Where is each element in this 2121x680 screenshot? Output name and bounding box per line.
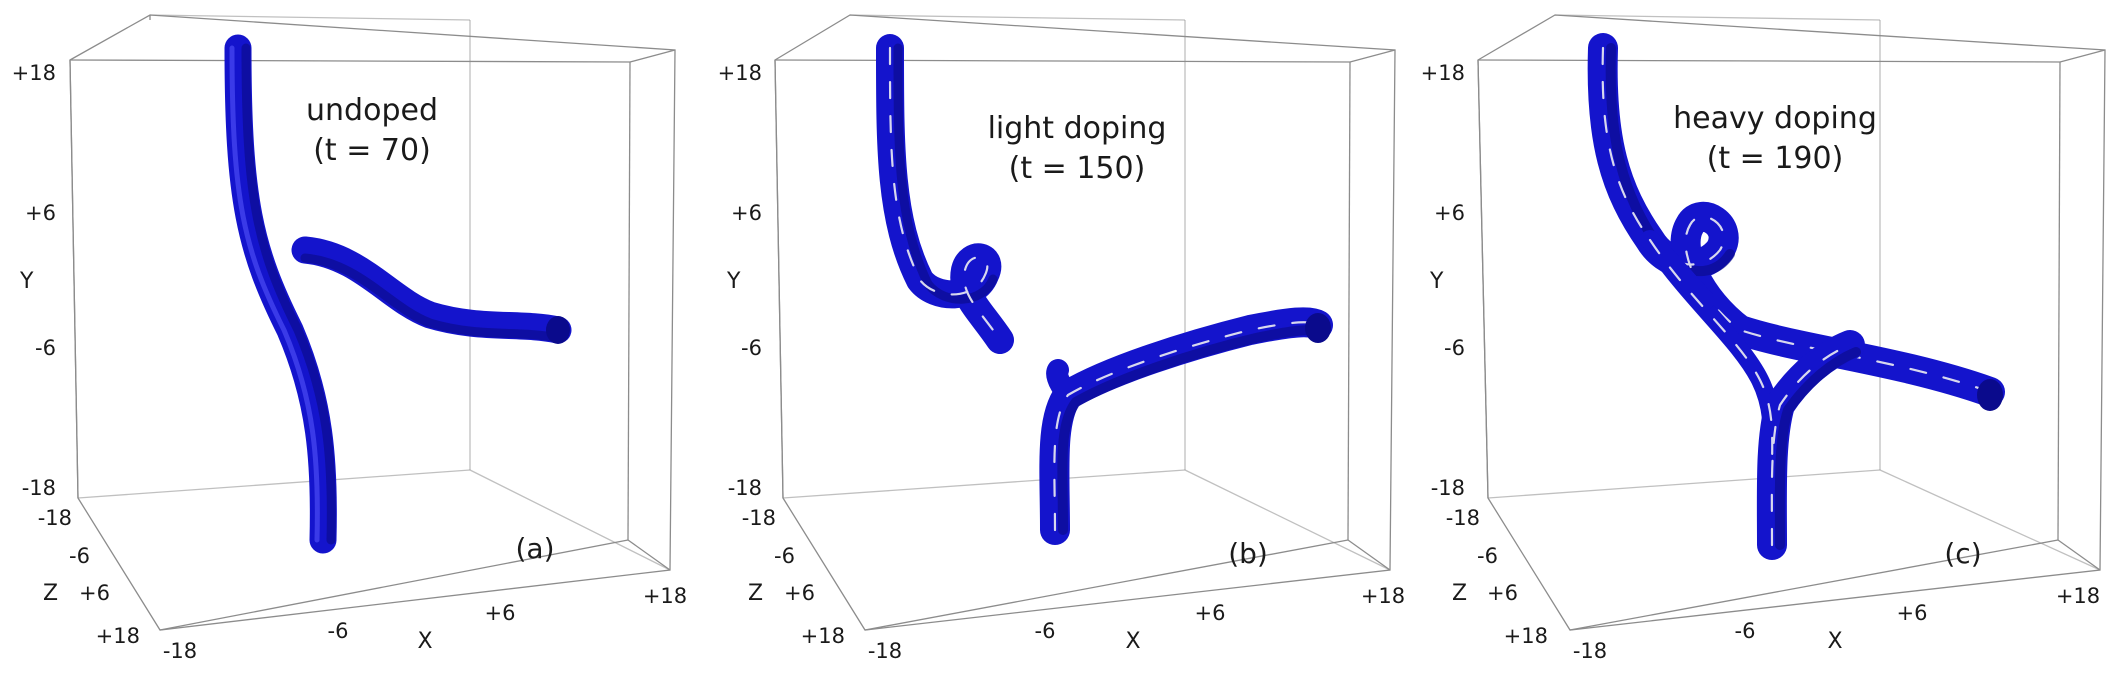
panel-c-z-axis-name: Z: [1452, 581, 1467, 606]
panel-c-y-tick-1: +6: [1434, 201, 1465, 225]
panel-a-z-axis-name: Z: [43, 581, 58, 606]
panel-b-y-axis-name: Y: [726, 269, 741, 294]
panel-c-tube: [1587, 33, 2005, 560]
panel-b-tube: [876, 34, 1333, 545]
panel-a-x-tick-1: -6: [328, 619, 349, 643]
panel-b: light doping (t = 150) (b) +18 +6 -6 -18…: [718, 14, 1405, 663]
panel-a-tag: (a): [515, 532, 554, 565]
panel-b-title-line1: light doping: [988, 111, 1167, 146]
panel-b-x-tick-2: +6: [1195, 601, 1226, 625]
panel-c-x-tick-3: +18: [2056, 584, 2100, 608]
panel-a-y-tick-1: +6: [25, 201, 56, 225]
panel-a-z-tick-3: +18: [96, 624, 140, 648]
panel-c-z-tick-2: +6: [1487, 581, 1518, 605]
panel-c-y-axis-name: Y: [1429, 269, 1444, 294]
panel-b-tag: (b): [1228, 537, 1268, 570]
panel-b-tube-end: [1305, 313, 1331, 343]
panel-b-box: [774, 14, 1396, 631]
panel-b-x-axis-name: X: [1125, 629, 1140, 654]
panel-c-y-tick-3: -18: [1431, 476, 1465, 500]
panel-a-box: [69, 14, 676, 631]
panel-c-y-tick-0: +18: [1421, 61, 1465, 85]
panel-c-title-line2: (t = 190): [1707, 141, 1844, 176]
panel-b-y-tick-2: -6: [741, 336, 762, 360]
panel-c-z-tick-3: +18: [1504, 624, 1548, 648]
panel-a-x-axis-name: X: [417, 629, 432, 654]
panel-c-title-line1: heavy doping: [1673, 101, 1877, 136]
panel-b-y-tick-0: +18: [718, 61, 762, 85]
panel-a-z-tick-0: -18: [38, 506, 72, 530]
panel-a-tube: [224, 34, 572, 554]
panel-b-x-tick-1: -6: [1035, 619, 1056, 643]
panel-b-x-tick-3: +18: [1361, 584, 1405, 608]
panel-a-y-tick-0: +18: [12, 61, 56, 85]
panel-a-title-line2: (t = 70): [313, 133, 431, 168]
panel-c-box: [1477, 14, 2106, 631]
panel-a-y-tick-3: -18: [22, 476, 56, 500]
panel-c-x-tick-0: -18: [1573, 639, 1607, 663]
panel-b-x-tick-0: -18: [868, 639, 902, 663]
panel-c: heavy doping (t = 190) (c) +18 +6 -6 -18…: [1421, 14, 2106, 663]
panel-b-title-line2: (t = 150): [1009, 151, 1146, 186]
panel-a-z-tick-2: +6: [79, 581, 110, 605]
panel-c-z-tick-0: -18: [1446, 506, 1480, 530]
panel-b-z-tick-3: +18: [801, 624, 845, 648]
panel-b-z-tick-0: -18: [742, 506, 776, 530]
panel-c-z-tick-1: -6: [1477, 544, 1498, 568]
panel-b-z-axis-name: Z: [748, 581, 763, 606]
panel-b-y-tick-3: -18: [728, 476, 762, 500]
panel-a-x-tick-3: +18: [643, 584, 687, 608]
panel-c-y-tick-2: -6: [1444, 336, 1465, 360]
panel-b-z-tick-1: -6: [774, 544, 795, 568]
panel-c-tag: (c): [1944, 537, 1981, 570]
panel-a-title-line1: undoped: [306, 93, 438, 128]
panel-c-x-tick-1: -6: [1735, 619, 1756, 643]
panel-a-z-tick-1: -6: [69, 544, 90, 568]
panel-b-y-tick-1: +6: [731, 201, 762, 225]
panel-a-y-axis-name: Y: [19, 269, 34, 294]
panel-c-tube-end: [1977, 379, 2003, 411]
panel-c-x-tick-2: +6: [1897, 601, 1928, 625]
panel-a-y-tick-2: -6: [35, 336, 56, 360]
panel-b-z-tick-2: +6: [784, 581, 815, 605]
panel-a-tube-end: [546, 316, 570, 344]
panel-a-x-tick-0: -18: [163, 639, 197, 663]
panel-a: undoped (t = 70) (a) +18 +6 -6 -18 Y -18…: [12, 14, 687, 663]
panel-a-x-tick-2: +6: [485, 601, 516, 625]
panel-c-x-axis-name: X: [1827, 629, 1842, 654]
